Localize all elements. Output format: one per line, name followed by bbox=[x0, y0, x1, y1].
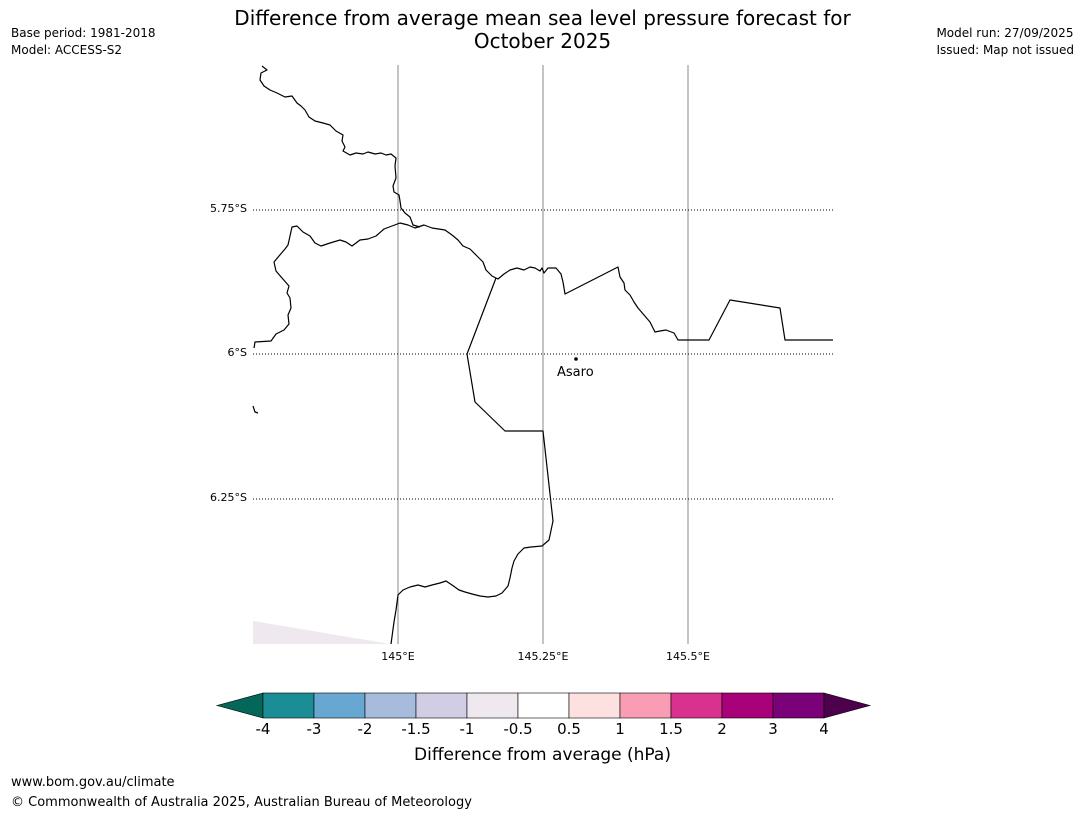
map-title-line1: Difference from average mean sea level p… bbox=[234, 6, 851, 30]
model-run: Model run: 27/09/2025 bbox=[936, 26, 1074, 40]
colorbar-segment bbox=[415, 692, 468, 719]
colorbar-tick-label: 3 bbox=[768, 720, 778, 738]
colorbar-extend-low bbox=[215, 692, 264, 719]
colorbar-segment bbox=[262, 692, 315, 719]
colorbar-segment bbox=[313, 692, 366, 719]
colorbar-tick-label: -4 bbox=[255, 720, 271, 738]
colorbar-segment bbox=[517, 692, 570, 719]
shaded-anomaly-area bbox=[253, 621, 390, 644]
meta-right: Model run: 27/09/2025 Issued: Map not is… bbox=[936, 25, 1074, 59]
colorbar-tick-label: -2 bbox=[357, 720, 373, 738]
meta-left: Base period: 1981-2018 Model: ACCESS-S2 bbox=[11, 25, 156, 59]
asaro-label: Asaro bbox=[557, 365, 594, 380]
lat-label-6: 6°S bbox=[227, 346, 247, 359]
issued-status: Issued: Map not issued bbox=[936, 43, 1074, 57]
colorbar-segment bbox=[721, 692, 774, 719]
lon-label-145-25: 145.25°E bbox=[517, 650, 569, 663]
boundary-south bbox=[390, 277, 554, 645]
colorbar-segment bbox=[364, 692, 417, 719]
lon-label-145: 145°E bbox=[381, 650, 415, 663]
asaro-marker bbox=[574, 357, 578, 361]
colorbar-tick-label: -3 bbox=[306, 720, 322, 738]
colorbar-tick-label: 2 bbox=[717, 720, 727, 738]
colorbar-segment bbox=[466, 692, 519, 719]
map-title-line2: October 2025 bbox=[473, 29, 612, 53]
boundary-central bbox=[253, 222, 833, 349]
colorbar-tick-label: 1 bbox=[615, 720, 625, 738]
model-name: Model: ACCESS-S2 bbox=[11, 43, 123, 57]
footer-url: www.bom.gov.au/climate bbox=[11, 775, 175, 790]
colorbar-title: Difference from average (hPa) bbox=[414, 745, 671, 765]
colorbar-segment bbox=[568, 692, 621, 719]
map-title: Difference from average mean sea level p… bbox=[0, 7, 1085, 53]
colorbar-segment bbox=[772, 692, 825, 719]
colorbar-tick-label: 0.5 bbox=[557, 720, 581, 738]
colorbar-tick-label: -1.5 bbox=[401, 720, 431, 738]
boundary-north bbox=[259, 65, 421, 228]
lon-label-145-5: 145.5°E bbox=[666, 650, 710, 663]
lat-label-6-25: 6.25°S bbox=[210, 491, 247, 504]
lat-label-5-75: 5.75°S bbox=[210, 202, 247, 215]
boundary-fragment bbox=[252, 405, 259, 414]
colorbar-tick-label: 1.5 bbox=[659, 720, 683, 738]
colorbar-segment bbox=[619, 692, 672, 719]
colorbar-tick-label: 4 bbox=[819, 720, 829, 738]
colorbar-extend-high bbox=[823, 692, 872, 719]
base-period: Base period: 1981-2018 bbox=[11, 26, 156, 40]
colorbar-segment bbox=[670, 692, 723, 719]
colorbar-tick-label: -1 bbox=[459, 720, 475, 738]
colorbar-tick-label: -0.5 bbox=[503, 720, 533, 738]
footer-copyright: © Commonwealth of Australia 2025, Austra… bbox=[11, 795, 472, 810]
